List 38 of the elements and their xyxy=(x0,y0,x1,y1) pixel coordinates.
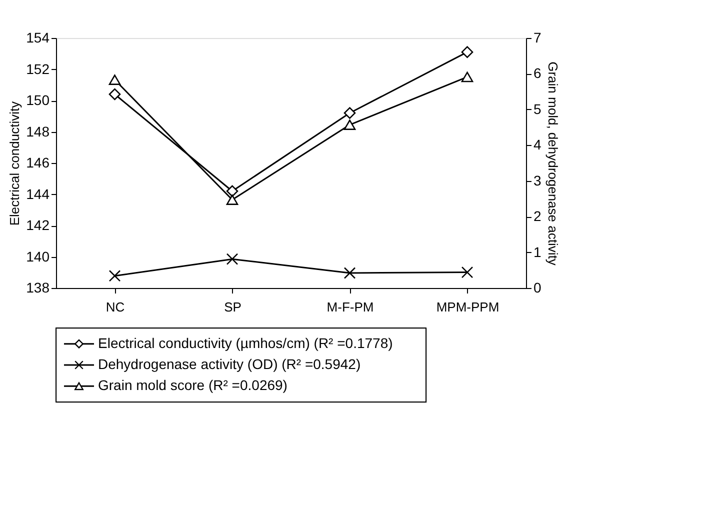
point xyxy=(461,266,474,278)
point xyxy=(344,107,356,119)
y-tick-label: 154 xyxy=(26,30,50,46)
y2-tick-label: 1 xyxy=(534,244,542,260)
y-tick-label: 140 xyxy=(26,248,50,264)
point xyxy=(108,270,121,282)
point xyxy=(461,46,474,58)
y-tick-label: 144 xyxy=(26,186,50,202)
x-tick-label: M-F-PM xyxy=(326,300,374,314)
y-tick-label: 148 xyxy=(26,123,50,140)
point xyxy=(226,194,238,205)
x-tick-label: MPM-PPM xyxy=(436,300,500,314)
point xyxy=(344,267,356,279)
y2-axis-title: Grain mold, dehydrogenase activity xyxy=(545,62,560,266)
y2-tick-label: 6 xyxy=(534,65,542,82)
legend-label: Dehydrogenase activity (OD) (R² =0.5942) xyxy=(98,356,361,372)
legend-label: Grain mold score (R² =0.0269) xyxy=(98,377,288,394)
x-tick-label: NC xyxy=(106,300,125,314)
point xyxy=(226,253,238,265)
y-tick-label: 152 xyxy=(26,60,50,77)
point xyxy=(108,88,121,100)
point xyxy=(226,185,238,198)
y-tick-label: 142 xyxy=(26,217,50,233)
y2-tick-label: 5 xyxy=(534,100,542,117)
point xyxy=(108,74,121,85)
y-tick-label: 146 xyxy=(26,154,50,170)
y2-tick-label: 3 xyxy=(534,172,542,188)
y-tick-label: 150 xyxy=(26,92,50,108)
point xyxy=(344,120,356,130)
legend-label: Electrical conductivity (µmhos/cm) (R² =0.1778) xyxy=(98,334,393,351)
y2-tick-label: 7 xyxy=(534,30,542,46)
y2-tick-label: 0 xyxy=(534,280,542,296)
point xyxy=(461,72,474,82)
y-tick-label: 138 xyxy=(26,280,50,296)
x-tick-label: SP xyxy=(224,300,242,314)
y2-tick-label: 4 xyxy=(534,136,542,153)
y2-tick-label: 2 xyxy=(534,208,542,224)
y-axis-title: Electrical conductivity xyxy=(7,100,22,226)
